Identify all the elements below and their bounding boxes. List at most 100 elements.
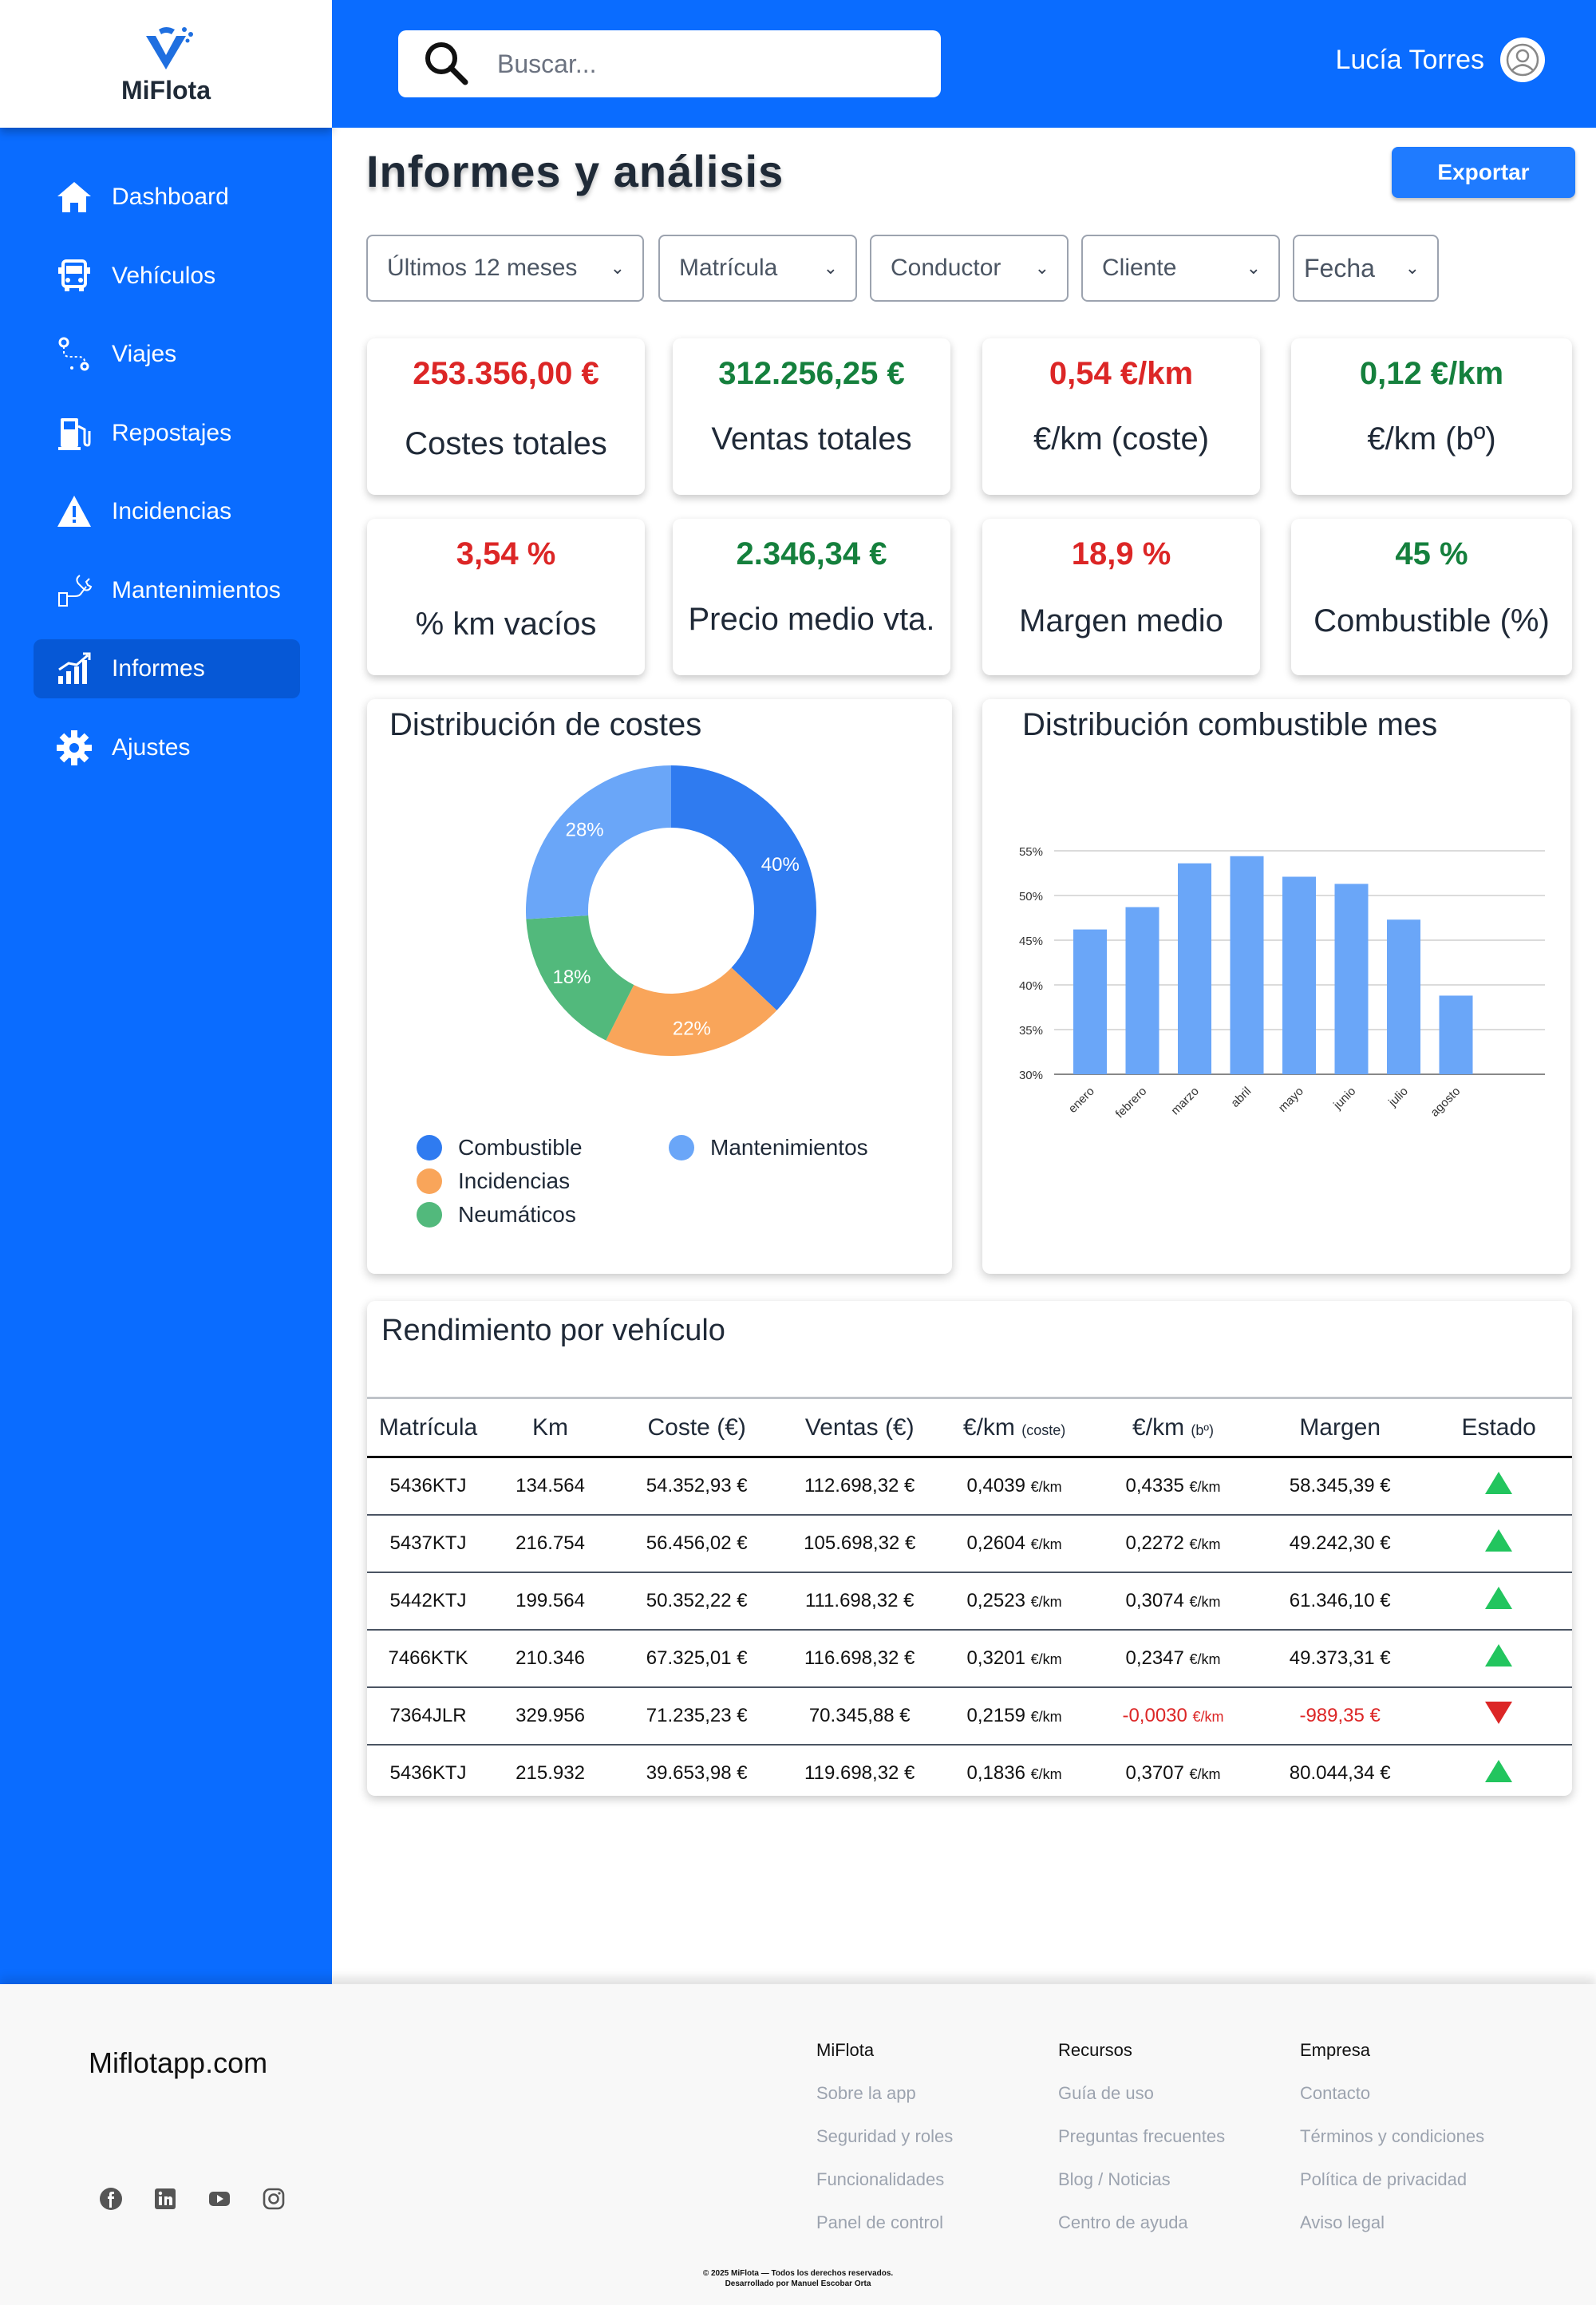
cell-ckm: 0,2604 €/km <box>937 1514 1092 1573</box>
cell-matricula: 5442KTJ <box>367 1572 490 1631</box>
legend-label: Incidencias <box>458 1168 571 1193</box>
bar-agosto[interactable] <box>1439 995 1473 1074</box>
triangle-up-icon <box>1485 1529 1513 1552</box>
col-header-km: Km <box>489 1397 612 1458</box>
linkedin-icon[interactable] <box>153 2187 177 2211</box>
bar-abril[interactable] <box>1230 856 1264 1074</box>
filter-period[interactable]: Últimos 12 meses ⌄ <box>366 235 644 302</box>
footer-link[interactable]: Contacto <box>1300 2083 1371 2103</box>
table-row[interactable]: 5442KTJ 199.564 50.352,22 €111.698,32 €0,2… <box>367 1572 1572 1631</box>
search-box[interactable] <box>398 30 941 97</box>
donut-slice-incidencias[interactable] <box>606 967 777 1056</box>
donut-slice-combustible[interactable] <box>671 765 816 1010</box>
cell-ventas: 70.345,88 € <box>782 1686 938 1746</box>
kpi-label: €/km (bº) <box>1367 421 1496 457</box>
col-header-bkm: €/km (bº) <box>1092 1397 1255 1458</box>
cell-unit: €/km <box>1030 1536 1062 1552</box>
footer-link[interactable]: Preguntas frecuentes <box>1058 2126 1226 2146</box>
top-bar: Lucía Torres <box>332 0 1596 128</box>
sidebar-item-repostajes[interactable]: Repostajes <box>34 404 300 463</box>
kpi-card: 18,9 % Margen medio <box>982 519 1260 675</box>
sidebar-item-dashboard[interactable]: Dashboard <box>34 168 300 227</box>
cell-bkm: 0,4335 €/km <box>1092 1457 1255 1516</box>
cell-coste: 56.456,02 € <box>611 1514 783 1573</box>
kpi-card: 312.256,25 € Ventas totales <box>673 338 950 495</box>
legend-dot <box>669 1135 694 1160</box>
legend-dot <box>417 1168 442 1194</box>
bar-mayo[interactable] <box>1282 876 1316 1074</box>
user-name: Lucía Torres <box>1335 44 1484 75</box>
kpi-label: Ventas totales <box>711 421 912 457</box>
cell-ckm: 0,2159 €/km <box>937 1686 1092 1746</box>
cell-unit: €/km <box>1189 1478 1221 1495</box>
cell-value: -0,0030 <box>1122 1704 1187 1726</box>
export-button[interactable]: Exportar <box>1392 147 1575 198</box>
sidebar-item-informes[interactable]: Informes <box>34 639 300 698</box>
cell-value: 0,3707 <box>1125 1762 1184 1784</box>
avatar[interactable] <box>1500 38 1545 82</box>
fuel-distribution-panel: Distribución combustible mes 30% 35% 40% 45… <box>982 699 1570 1274</box>
footer-link[interactable]: Sobre la app <box>816 2083 916 2103</box>
footer-link[interactable]: Aviso legal <box>1300 2212 1385 2232</box>
youtube-icon[interactable] <box>207 2187 231 2211</box>
sidebar-item-viajes[interactable]: Viajes <box>34 325 300 384</box>
copyright-line: © 2025 MiFlota — Todos los derechos rese… <box>702 2269 894 2278</box>
filter-cliente[interactable]: Cliente ⌄ <box>1081 235 1280 302</box>
cell-unit: €/km <box>1030 1478 1062 1495</box>
filter-conductor[interactable]: Conductor ⌄ <box>870 235 1069 302</box>
donut-slice-mantenimientos[interactable] <box>526 765 671 919</box>
chart-title: Distribución combustible mes <box>1022 707 1438 742</box>
bar-febrero[interactable] <box>1125 907 1159 1074</box>
cell-km: 199.564 <box>489 1572 612 1631</box>
logo[interactable]: MiFlota <box>0 0 332 128</box>
x-tick-label: agosto <box>1428 1085 1463 1120</box>
sidebar-item-mantenimientos[interactable]: Mantenimientos <box>34 561 300 620</box>
filter-matricula[interactable]: Matrícula ⌄ <box>658 235 857 302</box>
sidebar-item-label: Informes <box>112 655 205 682</box>
bar-marzo[interactable] <box>1178 863 1211 1074</box>
footer-link[interactable]: Guía de uso <box>1058 2083 1154 2103</box>
cell-value: 0,3074 <box>1125 1589 1184 1611</box>
cell-km: 210.346 <box>489 1629 612 1688</box>
cell-ventas: 119.698,32 € <box>804 1762 915 1784</box>
table-row[interactable]: 7466KTK 210.346 67.325,01 €116.698,32 €0,3… <box>367 1629 1572 1688</box>
bar-junio[interactable] <box>1334 884 1369 1074</box>
instagram-icon[interactable] <box>262 2187 286 2211</box>
footer-link[interactable]: Funcionalidades <box>816 2169 945 2189</box>
page-title: Informes y análisis <box>366 146 784 196</box>
sidebar-item-incidencias[interactable]: Incidencias <box>34 482 300 541</box>
donut-slice-neumáticos[interactable] <box>526 915 634 1041</box>
footer-link[interactable]: Blog / Noticias <box>1058 2169 1171 2189</box>
table-row[interactable]: 5437KTJ 216.754 56.456,02 €105.698,32 €0,2… <box>367 1514 1572 1573</box>
footer-link[interactable]: Seguridad y roles <box>816 2126 954 2146</box>
bar-enero[interactable] <box>1073 929 1107 1074</box>
footer-site-link[interactable]: Miflotapp.com <box>89 2046 268 2079</box>
kpi-value: 312.256,25 € <box>718 356 905 391</box>
footer-link[interactable]: Términos y condiciones <box>1300 2126 1485 2146</box>
user-menu[interactable]: Lucía Torres <box>1336 38 1545 82</box>
bar-julio[interactable] <box>1387 919 1420 1074</box>
sidebar-item-vehiculos[interactable]: Vehículos <box>34 247 300 306</box>
cell-ventas: 105.698,32 € <box>782 1514 938 1573</box>
cell-km: 215.932 <box>516 1762 585 1784</box>
footer-link[interactable]: Panel de control <box>816 2212 943 2232</box>
cell-estado <box>1425 1686 1572 1746</box>
search-input[interactable] <box>497 49 912 79</box>
sidebar-item-ajustes[interactable]: Ajustes <box>34 718 300 777</box>
footer-link[interactable]: Centro de ayuda <box>1058 2212 1188 2232</box>
table-header-row: Matrícula Km Coste (€) Ventas (€) €/km (… <box>367 1397 1572 1458</box>
table-row[interactable]: 5436KTJ 134.564 54.352,93 €112.698,32 €0,4… <box>367 1457 1572 1516</box>
facebook-icon[interactable] <box>99 2187 123 2211</box>
cell-margen: 80.044,34 € <box>1289 1762 1391 1784</box>
table-row[interactable]: 7364JLR 329.956 71.235,23 €70.345,88 €0,21… <box>367 1686 1572 1746</box>
cell-estado <box>1425 1514 1572 1573</box>
chart-title: Distribución de costes <box>389 707 702 742</box>
filter-fecha[interactable]: Fecha ⌄ <box>1293 235 1439 302</box>
col-header-ckm: €/km (coste) <box>937 1397 1092 1458</box>
warning-icon <box>54 492 94 532</box>
footer-link[interactable]: Política de privacidad <box>1300 2169 1468 2189</box>
cell-margen: -989,35 € <box>1254 1686 1426 1746</box>
chevron-down-icon: ⌄ <box>1404 258 1420 278</box>
kpi-card: 3,54 % % km vacíos <box>367 519 645 675</box>
table-row[interactable]: 5436KTJ 215.932 39.653,98 € 119.698,32 € 0,1… <box>367 1745 1572 1802</box>
